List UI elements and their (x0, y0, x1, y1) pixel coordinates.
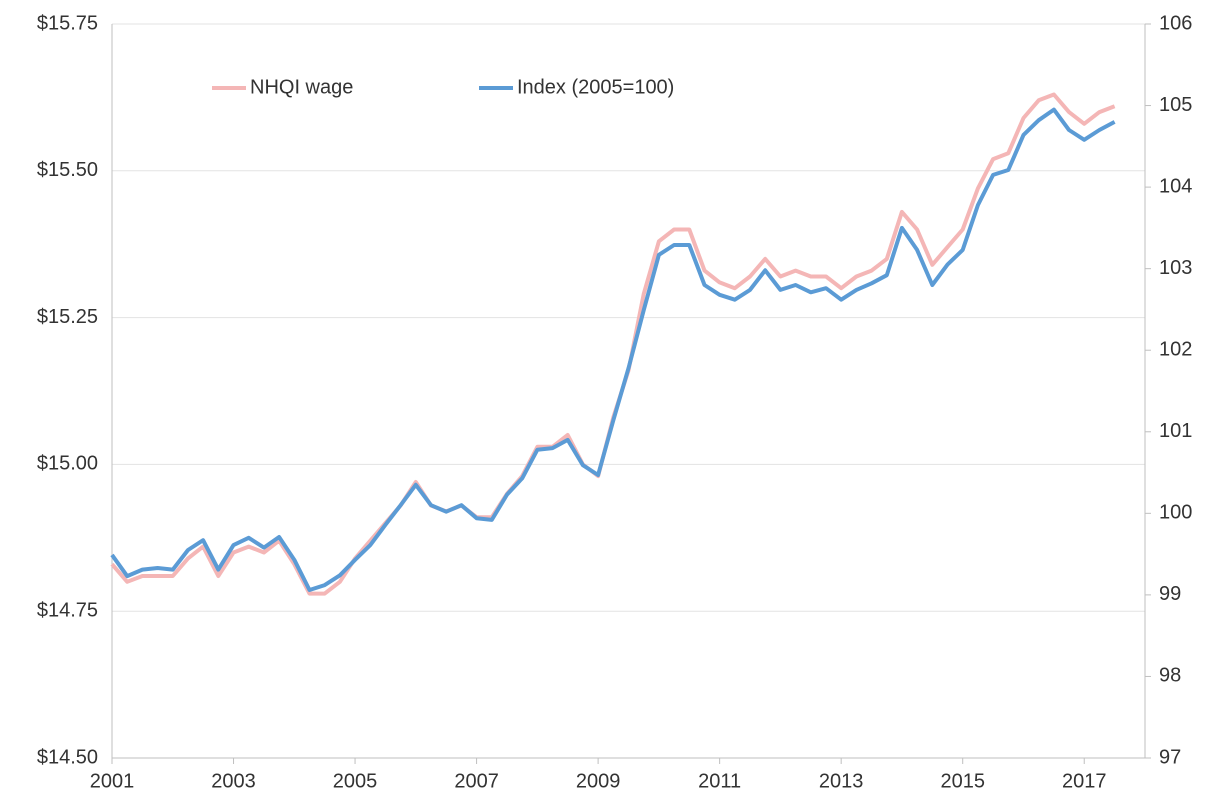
x-tick-label: 2007 (454, 770, 499, 792)
x-tick-label: 2003 (211, 770, 256, 792)
x-tick-label: 2013 (819, 770, 864, 792)
legend-label: Index (2005=100) (517, 76, 674, 98)
y2-tick-label: 104 (1159, 175, 1192, 197)
x-tick-label: 2017 (1062, 770, 1107, 792)
x-tick-label: 2011 (698, 770, 741, 792)
legend-label: NHQI wage (250, 76, 353, 98)
y2-tick-label: 102 (1159, 339, 1192, 361)
x-tick-label: 2005 (333, 770, 378, 792)
x-tick-label: 2001 (90, 770, 135, 792)
x-tick-label: 2015 (940, 770, 985, 792)
y2-tick-label: 97 (1159, 746, 1181, 768)
y2-tick-label: 103 (1159, 257, 1192, 279)
y2-tick-label: 101 (1159, 420, 1192, 442)
series-line (110, 92, 1116, 596)
y2-tick-label: 106 (1159, 12, 1192, 34)
y-tick-label: $14.75 (37, 599, 98, 621)
x-tick-label: 2009 (576, 770, 621, 792)
y-tick-label: $15.50 (37, 159, 98, 181)
y2-tick-label: 100 (1159, 502, 1192, 524)
y2-tick-label: 105 (1159, 94, 1192, 116)
series-line (110, 107, 1116, 592)
y2-tick-label: 98 (1159, 665, 1181, 687)
y-tick-label: $15.75 (37, 12, 98, 34)
y-tick-label: $14.50 (37, 746, 98, 768)
y-tick-label: $15.25 (37, 306, 98, 328)
y-tick-label: $15.00 (37, 453, 98, 475)
y2-tick-label: 99 (1159, 583, 1181, 605)
